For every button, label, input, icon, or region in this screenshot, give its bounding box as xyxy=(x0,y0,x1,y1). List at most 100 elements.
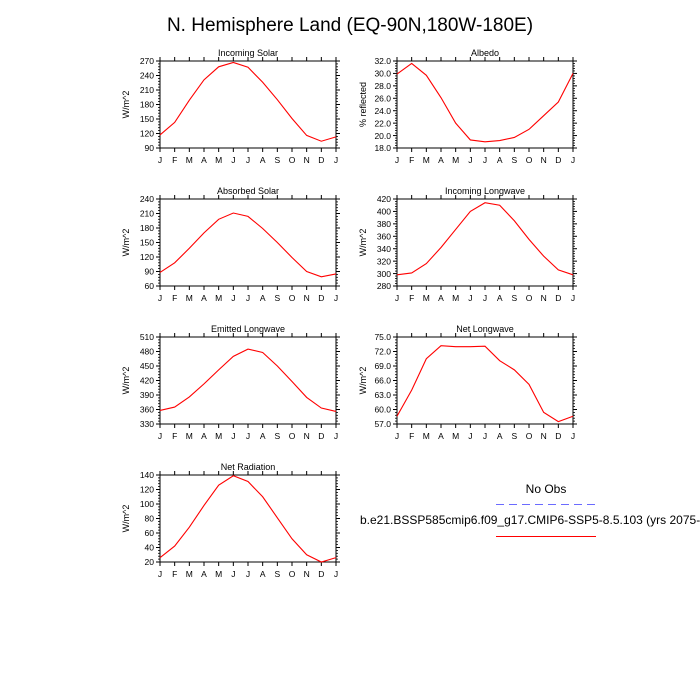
chart-1-ylabel: % reflected xyxy=(358,82,368,127)
chart-3-xtick-label: J xyxy=(483,293,487,303)
chart-5-xtick-label: O xyxy=(526,431,533,441)
chart-1-series-line xyxy=(396,62,574,143)
chart-5-ytick-label: 57.0 xyxy=(374,419,391,429)
chart-6-ytick-label: 60 xyxy=(145,528,155,538)
chart-3-xtick-label: D xyxy=(555,293,561,303)
chart-1-xtick-label: N xyxy=(541,155,547,165)
chart-4-ytick-label: 420 xyxy=(140,376,154,386)
chart-3-xtick-label: S xyxy=(511,293,517,303)
chart-1-ytick-label: 28.0 xyxy=(374,81,391,91)
chart-4-ytick-label: 390 xyxy=(140,390,154,400)
chart-5-ytick-label: 69.0 xyxy=(374,361,391,371)
chart-5-xtick-label: J xyxy=(483,431,487,441)
legend-obs-label: No Obs xyxy=(526,482,567,496)
chart-3-frame xyxy=(396,198,574,287)
chart-4-xtick-label: J xyxy=(158,431,162,441)
chart-1-xtick-label: J xyxy=(395,155,399,165)
figure-title: N. Hemisphere Land (EQ-90N,180W-180E) xyxy=(167,15,533,36)
chart-4-series-line xyxy=(159,348,337,412)
chart-0-xtick-label: M xyxy=(186,155,193,165)
chart-1-xtick-label: F xyxy=(409,155,414,165)
legend: No Obs b.e21.BSSP585cmip6.f09_g17.CMIP6-… xyxy=(360,482,700,537)
chart-5-xtick-label: J xyxy=(571,431,575,441)
chart-5-xtick-label: M xyxy=(423,431,430,441)
chart-1-xtick-label: J xyxy=(468,155,472,165)
chart-4-xtick-label: S xyxy=(274,431,280,441)
chart-2-xtick-label: M xyxy=(186,293,193,303)
chart-0-xtick-label: N xyxy=(304,155,310,165)
chart-4-xtick-label: D xyxy=(318,431,324,441)
chart-6-ylabel: W/m^2 xyxy=(121,505,131,533)
chart-0-xtick-label: A xyxy=(201,155,207,165)
chart-6-ytick-label: 40 xyxy=(145,543,155,553)
chart-6-xtick-label: N xyxy=(304,569,310,579)
legend-model-label: b.e21.BSSP585cmip6.f09_g17.CMIP6-SSP5-8.… xyxy=(360,513,700,527)
chart-2-xtick-label: N xyxy=(304,293,310,303)
chart-2-xtick-label: D xyxy=(318,293,324,303)
chart-5-frame xyxy=(396,336,574,425)
chart-2-ytick-label: 120 xyxy=(140,252,154,262)
chart-3-xtick-label: J xyxy=(571,293,575,303)
chart-0-ylabel: W/m^2 xyxy=(121,91,131,119)
chart-2-ylabel: W/m^2 xyxy=(121,229,131,257)
panel-incoming-longwave: Incoming Longwave 280 300 320 340 360 380 400 42… xyxy=(358,186,577,303)
chart-4-xtick-label: F xyxy=(172,431,177,441)
chart-4-xtick-label: J xyxy=(334,431,338,441)
chart-1-ytick-label: 18.0 xyxy=(374,143,391,153)
chart-6-xtick-label: A xyxy=(201,569,207,579)
chart-5-series-line xyxy=(396,345,574,423)
chart-4-ytick-label: 480 xyxy=(140,347,154,357)
chart-5-xtick-label: M xyxy=(452,431,459,441)
chart-3-ytick-label: 380 xyxy=(377,219,391,229)
chart-1-xtick-label: O xyxy=(526,155,533,165)
chart-6-ytick-label: 140 xyxy=(140,470,154,480)
chart-6-series-line xyxy=(159,475,337,563)
chart-3-title: Incoming Longwave xyxy=(445,186,525,196)
chart-1-ytick-label: 22.0 xyxy=(374,118,391,128)
chart-1-xtick-label: M xyxy=(452,155,459,165)
chart-3-series-line xyxy=(396,202,574,276)
chart-5-xtick-label: J xyxy=(395,431,399,441)
chart-5-ylabel: W/m^2 xyxy=(358,367,368,395)
chart-2-xtick-label: J xyxy=(334,293,338,303)
chart-6-xtick-label: O xyxy=(289,569,296,579)
chart-6-xtick-label: J xyxy=(158,569,162,579)
chart-4-xtick-label: J xyxy=(246,431,250,441)
chart-3-ytick-label: 360 xyxy=(377,231,391,241)
chart-0-xtick-label: S xyxy=(274,155,280,165)
chart-2-ytick-label: 210 xyxy=(140,209,154,219)
chart-2-series-line xyxy=(159,212,337,278)
chart-1-ytick-label: 26.0 xyxy=(374,93,391,103)
chart-3-ytick-label: 280 xyxy=(377,281,391,291)
chart-1-ytick-label: 30.0 xyxy=(374,69,391,79)
chart-1-xtick-label: S xyxy=(511,155,517,165)
chart-0-xtick-label: D xyxy=(318,155,324,165)
chart-6-xtick-label: J xyxy=(231,569,235,579)
chart-0-xtick-label: F xyxy=(172,155,177,165)
chart-4-ytick-label: 450 xyxy=(140,361,154,371)
panel-net-longwave: Net Longwave 57.0 60.0 63.0 66.0 69.0 72.0 75.0… xyxy=(358,324,577,441)
chart-6-xtick-label: M xyxy=(186,569,193,579)
chart-6-ytick-label: 100 xyxy=(140,499,154,509)
chart-0-xtick-label: J xyxy=(158,155,162,165)
chart-6-title: Net Radiation xyxy=(221,462,276,472)
chart-6-xtick-label: D xyxy=(318,569,324,579)
chart-3-ytick-label: 400 xyxy=(377,207,391,217)
chart-5-xtick-label: S xyxy=(511,431,517,441)
chart-0-xtick-label: J xyxy=(334,155,338,165)
chart-4-ylabel: W/m^2 xyxy=(121,367,131,395)
chart-0-ytick-label: 120 xyxy=(140,129,154,139)
chart-2-xtick-label: J xyxy=(231,293,235,303)
chart-4-xtick-label: A xyxy=(260,431,266,441)
chart-2-ytick-label: 90 xyxy=(145,267,155,277)
chart-1-xtick-label: A xyxy=(438,155,444,165)
chart-1-xtick-label: A xyxy=(497,155,503,165)
chart-4-xtick-label: M xyxy=(186,431,193,441)
chart-4-xtick-label: N xyxy=(304,431,310,441)
chart-2-ytick-label: 60 xyxy=(145,281,155,291)
chart-5-title: Net Longwave xyxy=(456,324,514,334)
chart-6-xtick-label: M xyxy=(215,569,222,579)
